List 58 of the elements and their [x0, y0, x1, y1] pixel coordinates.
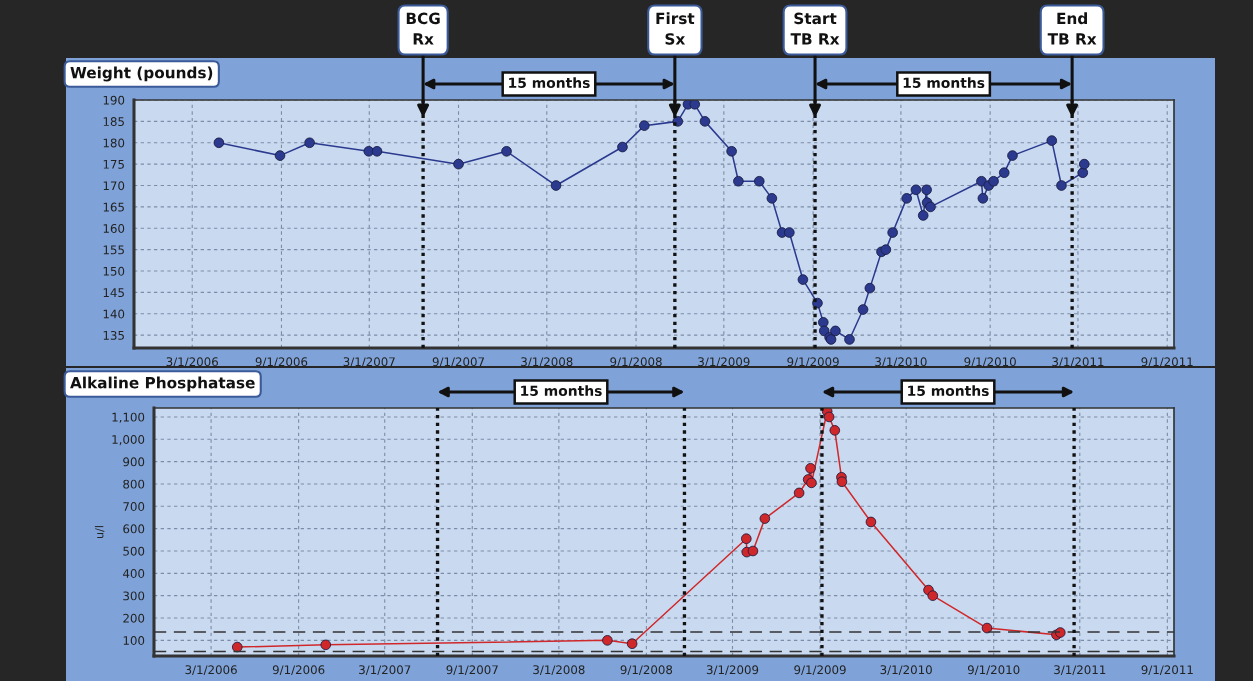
y-tick-label: 1,100 [112, 412, 145, 423]
y-tick-label: 400 [123, 569, 145, 578]
text: 15 months [521, 385, 602, 397]
y-tick-label: 180 [103, 138, 125, 148]
x-tick-label: 9/1/2006 [255, 357, 308, 368]
ref-line-label: Start TB Rx [790, 12, 840, 45]
x-tick-label: 3/1/2011 [1052, 357, 1104, 368]
y-tick-label: 150 [103, 266, 125, 276]
y-tick-label: 500 [123, 546, 145, 556]
x-tick-label: 9/1/2008 [620, 665, 673, 676]
text: 15 months [903, 77, 985, 89]
y-tick-label: 300 [123, 591, 145, 601]
y-tick-label: 160 [103, 224, 125, 233]
x-tick-label: 9/1/2011 [1141, 357, 1193, 368]
x-tick-label: 9/1/2010 [964, 357, 1016, 368]
x-tick-label: 3/1/2011 [1054, 665, 1106, 676]
x-tick-label: 9/1/2009 [787, 357, 839, 368]
y-tick-label: 165 [103, 202, 124, 212]
text: 15 months [509, 77, 590, 89]
y-tick-label: 900 [123, 457, 145, 467]
y-tick-label: 175 [103, 160, 124, 169]
y-tick-label: 100 [123, 636, 145, 646]
x-tick-label: 3/1/2009 [698, 357, 750, 368]
x-tick-label: 9/1/2009 [794, 665, 846, 676]
chart-title: Weight (pounds) [70, 66, 213, 82]
x-tick-label: 3/1/2010 [880, 665, 932, 676]
y-tick-label: 135 [103, 330, 124, 340]
y-tick-label: 1,000 [112, 435, 145, 446]
chart-title: Alkaline Phosphatase [70, 376, 255, 392]
y-axis-title: u/l [94, 526, 105, 538]
y-tick-label: 145 [103, 288, 124, 298]
y-tick-label: 185 [103, 117, 124, 127]
y-tick-label: 140 [103, 309, 125, 319]
text: 15 months [908, 385, 989, 397]
x-tick-label: 3/1/2008 [533, 665, 585, 676]
x-tick-label: 3/1/2006 [166, 357, 218, 368]
x-tick-label: 3/1/2006 [185, 665, 237, 676]
x-tick-label: 9/1/2007 [446, 665, 498, 676]
y-tick-label: 800 [123, 479, 145, 489]
x-tick-label: 9/1/2008 [610, 357, 662, 368]
ref-line-label: BCG Rx [406, 12, 440, 45]
y-tick-label: 190 [103, 95, 125, 105]
ref-line-label: First Sx [656, 12, 695, 45]
y-tick-label: 600 [123, 524, 145, 534]
x-tick-label: 3/1/2007 [343, 357, 395, 368]
x-tick-label: 3/1/2010 [875, 357, 927, 368]
y-tick-label: 200 [123, 613, 145, 623]
x-tick-label: 3/1/2007 [359, 665, 411, 676]
y-tick-label: 170 [103, 181, 125, 191]
x-tick-label: 9/1/2006 [272, 665, 325, 676]
x-tick-label: 3/1/2008 [521, 357, 573, 368]
x-tick-label: 9/1/2011 [1141, 665, 1193, 676]
y-tick-label: 155 [103, 245, 124, 255]
x-tick-label: 9/1/2007 [432, 357, 485, 368]
ref-line-label: End TB Rx [1047, 12, 1097, 45]
x-tick-label: 3/1/2009 [706, 665, 759, 676]
x-tick-label: 9/1/2010 [967, 665, 1020, 676]
y-tick-label: 700 [123, 502, 145, 511]
